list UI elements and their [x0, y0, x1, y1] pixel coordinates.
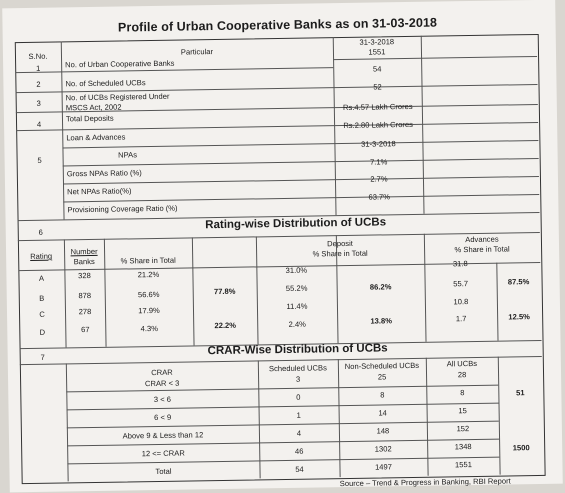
pcr-value: 63.7% [368, 192, 391, 202]
source-note: Source – Trend & Progress in Banking, RB… [339, 476, 511, 489]
crar-row-scheduled: 0 [296, 392, 301, 402]
rating-a-share: 21.2% [137, 269, 160, 280]
row-loans-value: Rs.2.80 Lakh Crores [343, 119, 414, 131]
crar-row-all: 8 [460, 388, 465, 398]
group-cd-share: 22.2% [214, 320, 237, 331]
row-2-sno: 2 [36, 79, 41, 89]
scheduled-header: Scheduled UCBs [268, 363, 327, 374]
row-3-sno: 3 [36, 98, 41, 108]
rating-sno: 6 [38, 227, 43, 237]
rating-b-banks: 878 [78, 291, 92, 301]
crar-row-all: 15 [458, 406, 467, 416]
rating-c-deposit: 11.4% [286, 301, 308, 311]
crar-row-non-scheduled: 1302 [374, 444, 392, 454]
crar-group-low: 51 [516, 388, 525, 398]
npa-label: NPAs [118, 150, 138, 160]
group-ab-deposit: 86.2% [369, 282, 392, 292]
share-header: % Share in Total [120, 255, 176, 266]
row-1-value: 1551 [368, 47, 386, 57]
crar-sno: 7 [40, 352, 45, 362]
npa-sno: 5 [37, 155, 42, 165]
group-cd-deposit: 13.8% [370, 316, 393, 326]
rating-d-share: 4.3% [140, 323, 159, 334]
crar-row-scheduled: 1 [296, 410, 301, 420]
row-4-label: Total Deposits [65, 113, 114, 124]
rating-c-banks: 278 [78, 307, 92, 317]
group-ab-share: 77.8% [213, 286, 236, 297]
page-title: Profile of Urban Cooperative Banks as on… [117, 15, 438, 35]
rating-b-deposit: 55.2% [285, 283, 308, 293]
row-3-label-cont: MSCS Act, 2002 [65, 102, 122, 113]
row-1-sno: 1 [35, 63, 41, 73]
row-4-sno: 4 [36, 119, 42, 129]
rating-header: Rating [30, 251, 53, 261]
rating-d: D [39, 327, 46, 337]
crar-total-scheduled: 54 [295, 464, 304, 474]
npa-date: 31-3-2018 [361, 139, 396, 149]
rating-b-share: 56.6% [137, 289, 160, 300]
gross-npa-value: 7.1% [369, 157, 388, 167]
crar-row-scheduled: 3 [295, 374, 301, 384]
rating-a-deposit: 31.0% [285, 265, 308, 275]
row-2-value: 54 [372, 64, 382, 74]
row-4-value: Rs.4.57 Lakh Crores [342, 101, 413, 113]
rating-d-deposit: 2.4% [288, 319, 306, 329]
group-ab-advances: 87.5% [507, 277, 530, 287]
row-2-label: No. of Scheduled UCBs [65, 78, 146, 89]
pcr-label: Provisioning Coverage Ratio (%) [67, 203, 178, 215]
number-header-cont: Banks [73, 256, 95, 267]
rating-c-advances: 10.8 [453, 297, 469, 307]
number-header: Number [70, 246, 98, 257]
gross-npa-label: Gross NPAs Ratio (%) [66, 168, 142, 179]
crar-group-high: 1500 [512, 443, 530, 453]
row-3-value: 52 [373, 82, 382, 92]
non-scheduled-header: Non-Scheduled UCBs [344, 360, 420, 372]
crar-row-all: 28 [457, 370, 467, 380]
rating-a-advances: 31.8 [452, 259, 468, 269]
rating-d-advances: 1.7 [455, 314, 467, 324]
row-loans-label: Loan & Advances [66, 132, 126, 143]
net-npa-label: Net NPAs Ratio(%) [67, 186, 132, 197]
sno-header: S.No. [28, 51, 48, 61]
crar-total-non-scheduled: 1497 [374, 462, 393, 472]
crar-row-non-scheduled: 25 [377, 372, 387, 382]
group-cd-advances: 12.5% [508, 312, 530, 322]
crar-row-scheduled: 46 [294, 446, 304, 456]
crar-row-non-scheduled: 148 [376, 426, 390, 436]
rating-c: C [39, 309, 45, 319]
rating-a-banks: 328 [78, 271, 91, 281]
crar-row-non-scheduled: 14 [378, 408, 387, 418]
crar-total-all: 1551 [454, 460, 472, 470]
rating-c-share: 17.9% [138, 305, 160, 316]
net-npa-value: 2.7% [370, 174, 388, 184]
rating-b-advances: 55.7 [453, 279, 469, 289]
rating-d-banks: 67 [80, 325, 90, 335]
crar-row-all: 1348 [454, 442, 472, 452]
row-1-label: No. of Urban Cooperative Banks [65, 58, 175, 70]
crar-row-non-scheduled: 8 [380, 390, 385, 400]
all-ucbs-header: All UCBs [446, 358, 478, 369]
advances-header-cont: % Share in Total [454, 244, 510, 255]
rating-a: A [38, 273, 45, 283]
crar-row-all: 152 [456, 424, 470, 434]
crar-row-scheduled: 4 [296, 428, 302, 438]
rating-b: B [39, 293, 45, 303]
